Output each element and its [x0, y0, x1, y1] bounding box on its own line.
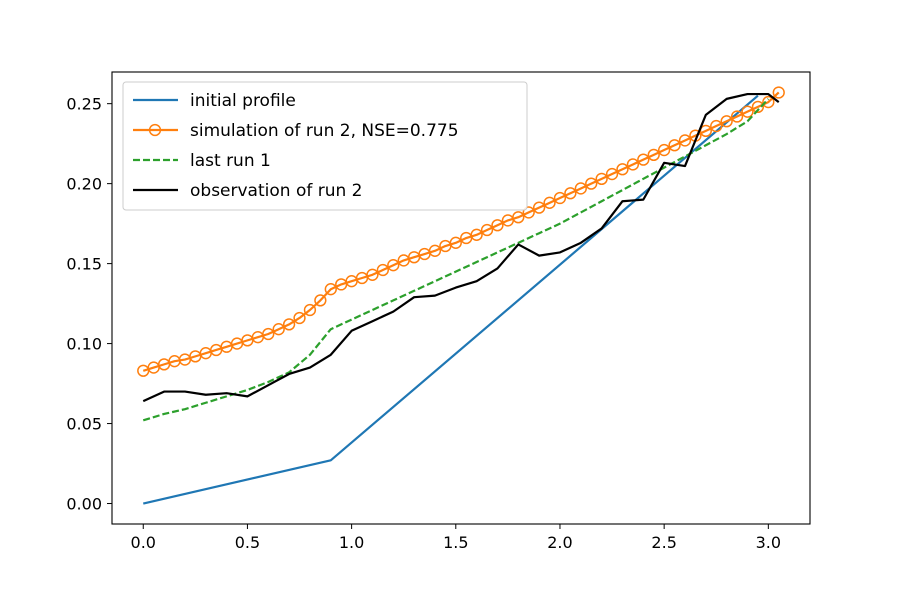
- x-tick-label: 2.5: [651, 533, 676, 552]
- series-point: [480, 223, 494, 237]
- series-point: [772, 86, 785, 99]
- series-point: [741, 105, 754, 118]
- legend-label: last run 1: [190, 151, 271, 171]
- series-point: [272, 323, 285, 336]
- legend-item: observation of run 2: [133, 181, 363, 201]
- series-point: [751, 100, 765, 114]
- series-layer: [137, 86, 785, 505]
- series-line-4: [142, 92, 780, 403]
- series-point: [470, 228, 483, 241]
- series-point: [293, 311, 306, 325]
- series-point: [585, 177, 598, 190]
- legend-marker: [148, 123, 162, 137]
- series-point: [626, 158, 640, 171]
- y-tick-label: 0.05: [66, 415, 102, 434]
- legend: initial profile simulation of run 2, NSE=…: [122, 81, 528, 211]
- series-point: [574, 182, 587, 195]
- legend-item: simulation of run 2, NSE=0.775: [133, 121, 459, 141]
- series-point: [376, 263, 390, 277]
- x-tick-label: 1.5: [443, 533, 468, 552]
- series-point: [314, 294, 327, 307]
- series-point: [637, 153, 650, 166]
- x-tick-label: 3.0: [756, 533, 781, 552]
- series-line-3: [142, 98, 770, 422]
- series-point: [491, 219, 504, 232]
- x-tick-label: 0.5: [235, 533, 260, 552]
- legend-label: initial profile: [190, 91, 296, 111]
- series-point: [532, 201, 546, 214]
- y-tick-label: 0.25: [66, 95, 102, 114]
- series-line-1: [143, 94, 759, 505]
- series-2: [137, 86, 785, 377]
- series-point: [605, 167, 619, 181]
- series-point: [730, 110, 744, 123]
- series-point: [387, 259, 400, 272]
- y-tick-label: 0.10: [66, 335, 102, 354]
- legend-label: observation of run 2: [190, 181, 363, 201]
- series-point: [543, 196, 556, 209]
- y-tick-label: 0.00: [66, 495, 102, 514]
- series-1: [143, 94, 759, 505]
- series-point: [512, 211, 525, 224]
- series-3: [142, 98, 770, 422]
- series-4: [142, 92, 780, 403]
- legend-item: initial profile: [133, 91, 296, 111]
- series-point: [449, 236, 462, 249]
- x-tick-label: 1.0: [339, 533, 364, 552]
- series-point: [366, 268, 379, 281]
- y-tick-label: 0.20: [66, 175, 102, 194]
- series-point: [564, 187, 577, 200]
- legend-label: simulation of run 2, NSE=0.775: [190, 121, 459, 141]
- series-point: [678, 134, 692, 147]
- series-point: [282, 318, 296, 331]
- y-tick-label: 0.15: [66, 255, 102, 274]
- series-point: [595, 172, 608, 185]
- x-tick-label: 0.0: [131, 533, 156, 552]
- series-point: [522, 206, 535, 219]
- legend-box: [122, 81, 528, 211]
- series-point: [303, 303, 317, 317]
- series-point: [647, 148, 660, 162]
- series-point: [720, 115, 733, 128]
- series-point: [657, 143, 671, 157]
- plot-frame: [111, 71, 811, 525]
- series-point: [324, 283, 337, 296]
- ticks-layer: 0.0 0.5 1.0 1.5 2.0 2.5 3.0 0.00 0.05 0.10 0.15 0.2…: [66, 95, 781, 552]
- series-point: [262, 327, 275, 341]
- series-point: [553, 191, 567, 205]
- series-point: [668, 139, 681, 152]
- series-point: [762, 95, 775, 109]
- x-tick-label: 2.0: [547, 533, 572, 552]
- legend-item: last run 1: [133, 151, 271, 171]
- series-point: [616, 163, 629, 176]
- series-point: [710, 119, 723, 133]
- series-point: [428, 244, 442, 257]
